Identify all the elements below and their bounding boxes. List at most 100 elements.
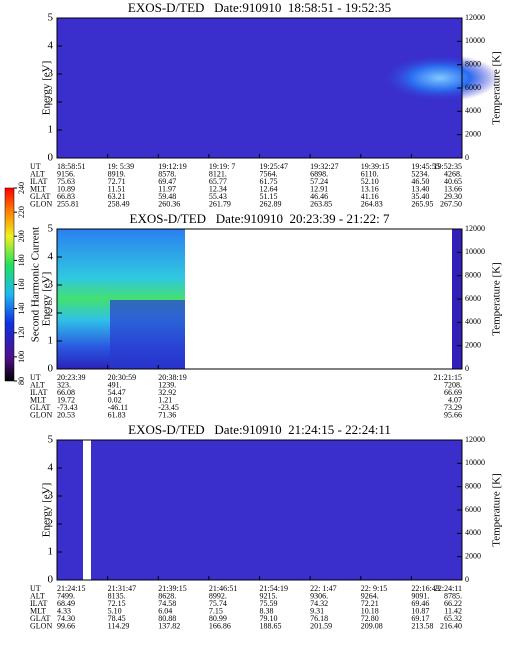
table-row-label: MLT [30,606,46,615]
colorbar-tick-label: 100 [17,351,26,363]
spectrogram-feature [380,54,500,102]
y-axis-label: Energy [eV] [41,483,53,537]
table-cell: 5234. [411,169,429,178]
table-cell: 61.83 [108,410,126,419]
table-cell: 8.38 [260,606,274,615]
table-cell: 9215. [260,591,278,600]
table-cell: 99.66 [57,621,75,630]
y2-tick-label: 0 [465,364,469,373]
table-cell: 20:38:19 [158,373,186,382]
y2-axis-label: Temperature [K] [491,473,503,546]
table-cell: 40.65 [444,177,462,186]
table-cell: 20:30:59 [108,373,136,382]
table-cell: 264.83 [361,199,383,208]
table-cell: 19:25:47 [260,162,288,171]
table-cell: 78.45 [108,614,126,623]
table-cell: 8628. [158,591,176,600]
y-axis-label: Energy [eV] [41,61,53,115]
panel-title: EXOS-D/TED Date:910910 20:23:39 - 21:22:… [130,211,390,226]
table-cell: 8919. [108,169,126,178]
table-row-label: MLT [30,395,46,404]
table-cell: 21:54:19 [260,584,288,593]
y2-tick-label: 8000 [465,481,481,490]
table-cell: 59.48 [158,192,176,201]
table-cell: 46.46 [310,192,328,201]
table-row-label: GLAT [30,192,51,201]
table-cell: 20:23:39 [57,373,85,382]
table-cell: 323. [57,380,71,389]
table-cell: 8785. [444,591,462,600]
spectrogram-feature [110,300,185,369]
y-tick-label: 2 [48,96,54,108]
table-cell: 22: 1:47 [310,584,336,593]
table-row-label: UT [30,162,41,171]
table-cell: 9156. [57,169,75,178]
table-cell: 263.85 [310,199,332,208]
table-cell: 8992. [209,591,227,600]
y2-tick-label: 2000 [465,551,481,560]
table-cell: 19:12:19 [158,162,186,171]
table-cell: 57.24 [310,177,328,186]
table-cell: 68.49 [57,599,75,608]
table-cell: -73.43 [57,403,78,412]
table-cell: 4.33 [57,606,71,615]
y-tick-label: 0 [48,363,54,375]
table-cell: 4268. [444,169,462,178]
y2-tick-label: 0 [465,575,469,584]
table-cell: 8135. [108,591,126,600]
colorbar-label: Second Harmonic Current [30,227,42,342]
table-cell: 73.29 [444,403,462,412]
y-tick-label: 5 [48,223,54,235]
table-cell: 1239. [158,380,176,389]
table-cell: 7564. [260,169,278,178]
table-cell: 35.40 [411,192,429,201]
y2-tick-label: 12000 [465,13,485,22]
table-cell: 52.10 [361,177,379,186]
table-cell: 13.40 [411,184,429,193]
table-cell: 32.92 [158,388,176,397]
table-cell: 71.36 [158,410,176,419]
table-cell: 9264. [361,591,379,600]
table-row-label: ALT [30,380,45,389]
table-row-label: GLON [30,621,52,630]
table-cell: 80.99 [209,614,227,623]
table-cell: 13.66 [444,184,462,193]
table-cell: 72.21 [361,599,379,608]
table-row-label: UT [30,584,41,593]
table-cell: 13.16 [361,184,379,193]
table-cell: 10.89 [57,184,75,193]
y-tick-label: 3 [48,68,54,80]
table-cell: 166.86 [209,621,231,630]
table-cell: 55.43 [209,192,227,201]
table-cell: 10.18 [361,606,379,615]
table-cell: 51.15 [260,192,278,201]
table-cell: 21:21:15 [434,373,462,382]
table-cell: 114.29 [108,621,130,630]
table-cell: 74.32 [310,599,328,608]
table-cell: 72.71 [108,177,126,186]
table-cell: -46.11 [108,403,128,412]
colorbar-tick-label: 160 [17,279,26,291]
y2-tick-label: 10000 [465,247,485,256]
table-cell: 69.47 [158,177,176,186]
table-cell: 8121. [209,169,227,178]
table-cell: 41.16 [361,192,379,201]
y2-axis-label: Temperature [K] [491,51,503,124]
table-cell: 66.22 [444,599,462,608]
y-tick-label: 1 [48,546,54,558]
table-cell: 6.04 [158,606,172,615]
table-cell: 54.47 [108,388,126,397]
y-tick-label: 1 [48,124,54,136]
table-cell: 66.83 [57,192,75,201]
table-cell: 7499. [57,591,75,600]
table-cell: 0.02 [108,395,122,404]
y2-tick-label: 6000 [465,294,481,303]
table-row-label: ILAT [30,599,47,608]
y2-tick-label: 4000 [465,528,481,537]
y2-tick-label: 4000 [465,106,481,115]
table-cell: 12.64 [260,184,278,193]
table-cell: 201.59 [310,621,332,630]
y2-tick-label: 10000 [465,36,485,45]
table-cell: 74.30 [57,614,75,623]
